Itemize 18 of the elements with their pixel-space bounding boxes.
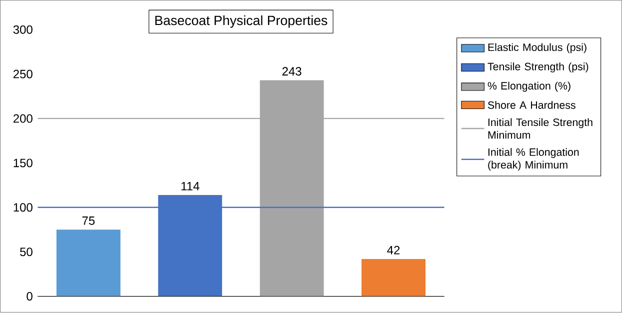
data-label: 243 [282, 67, 302, 76]
data-label: 42 [387, 246, 400, 254]
data-label: 75 [82, 216, 95, 226]
legend-label: Elastic Modulus (psi) [488, 43, 586, 54]
legend-label: Tensile Strength (psi) [488, 62, 588, 73]
y-tick-label: 100 [14, 203, 32, 212]
y-tick-label: 50 [20, 248, 32, 256]
data-label: 114 [182, 182, 200, 190]
y-tick-label: 0 [26, 292, 32, 301]
y-tick-label: 250 [13, 70, 32, 79]
legend-label: Initial % Elongation (break) Minimum [488, 148, 579, 171]
y-tick-label: 150 [14, 158, 32, 168]
y-tick-label: 300 [13, 26, 32, 34]
chart-title: Basecoat Physical Properties [155, 16, 328, 28]
legend-label: Initial Tensile Strength Minimum [488, 118, 592, 139]
legend-label: Shore A Hardness [488, 101, 576, 110]
y-tick-label: 200 [13, 114, 32, 123]
legend-label: % Elongation (%) [488, 82, 570, 92]
